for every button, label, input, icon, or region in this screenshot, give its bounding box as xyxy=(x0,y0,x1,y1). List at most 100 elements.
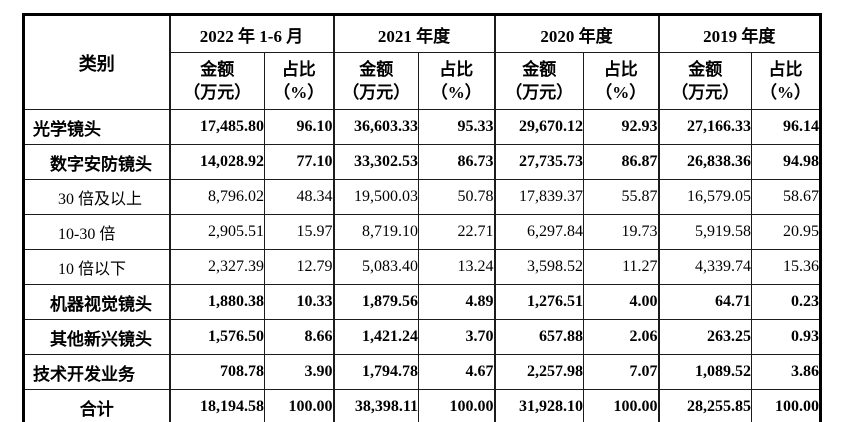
ratio-header-label: 占比 xyxy=(439,60,474,79)
ratio-cell: 19.73 xyxy=(583,214,660,250)
ratio-cell: 12.79 xyxy=(263,249,335,285)
ratio-cell: 11.27 xyxy=(583,249,660,285)
amount-cell: 8,719.10 xyxy=(332,214,420,250)
amount-cell: 2,257.98 xyxy=(493,354,585,390)
ratio-cell: 4.89 xyxy=(418,284,496,320)
amount-cell: 1,880.38 xyxy=(168,284,265,320)
ratio-cell: 100.00 xyxy=(263,389,335,422)
table-row: 10 倍以下 2,327.39 12.79 5,083.40 13.24 3,598.52… xyxy=(23,249,822,285)
ratio-header-label: 占比 xyxy=(281,60,316,79)
ratio-cell: 22.71 xyxy=(418,214,496,250)
amount-cell: 17,839.37 xyxy=(493,179,585,215)
ratio-cell: 0.93 xyxy=(751,319,822,355)
amount-cell: 1,794.78 xyxy=(332,354,420,390)
category-cell: 合计 xyxy=(23,389,170,422)
ratio-cell: 58.67 xyxy=(751,179,822,215)
ratio-cell: 20.95 xyxy=(751,214,822,250)
amount-header-unit: （万元） xyxy=(671,83,740,102)
amount-cell: 263.25 xyxy=(657,319,753,355)
table-row: 10-30 倍 2,905.51 15.97 8,719.10 22.71 6,297.8… xyxy=(23,214,822,250)
amount-cell: 64.71 xyxy=(657,284,753,320)
amount-header-unit: （万元） xyxy=(183,83,252,102)
amount-cell: 1,879.56 xyxy=(332,284,420,320)
ratio-cell: 96.14 xyxy=(751,109,822,145)
category-cell: 技术开发业务 xyxy=(23,354,170,390)
ratio-cell: 15.36 xyxy=(751,249,822,285)
ratio-cell: 13.24 xyxy=(418,249,496,285)
amount-cell: 19,500.03 xyxy=(332,179,420,215)
amount-cell: 27,166.33 xyxy=(657,109,753,145)
header-sub-row: 金额 （万元） 占比 （%） 金额 （万元） 占比 （%） 金额 （万元） xyxy=(24,52,822,110)
table-row: 30 倍及以上 8,796.02 48.34 19,500.03 50.78 17,839… xyxy=(23,179,822,215)
ratio-cell: 86.87 xyxy=(583,144,660,180)
amount-cell: 26,838.36 xyxy=(657,144,753,180)
ratio-header-label: 占比 xyxy=(768,60,803,79)
amount-cell: 8,796.02 xyxy=(168,179,265,215)
ratio-cell: 55.87 xyxy=(583,179,660,215)
amount-header-label: 金额 xyxy=(359,60,394,79)
amount-cell: 6,297.84 xyxy=(493,214,585,250)
amount-cell: 1,089.52 xyxy=(657,354,753,390)
table-row: 光学镜头 17,485.80 96.10 36,603.33 95.33 29,670.1… xyxy=(23,109,822,145)
amount-cell: 27,735.73 xyxy=(493,144,585,180)
category-cell: 10 倍以下 xyxy=(23,249,170,285)
ratio-cell: 8.66 xyxy=(263,319,335,355)
amount-cell: 657.88 xyxy=(493,319,585,355)
ratio-cell: 48.34 xyxy=(263,179,335,215)
amount-cell: 1,421.24 xyxy=(332,319,420,355)
ratio-header-2020: 占比 （%） xyxy=(583,52,660,110)
ratio-cell: 3.90 xyxy=(263,354,335,390)
ratio-cell: 4.67 xyxy=(418,354,496,390)
ratio-cell: 50.78 xyxy=(418,179,496,215)
ratio-cell: 10.33 xyxy=(263,284,335,320)
category-cell: 30 倍及以上 xyxy=(23,179,170,215)
amount-cell: 18,194.58 xyxy=(168,389,265,422)
category-cell: 数字安防镜头 xyxy=(23,144,170,180)
ratio-cell: 77.10 xyxy=(263,144,335,180)
amount-cell: 33,302.53 xyxy=(332,144,420,180)
ratio-cell: 100.00 xyxy=(751,389,822,422)
table-row: 技术开发业务 708.78 3.90 1,794.78 4.67 2,257.98 7.07… xyxy=(23,354,822,390)
ratio-cell: 100.00 xyxy=(583,389,660,422)
col-group-2021: 2021 年度 xyxy=(332,14,496,53)
ratio-cell: 3.86 xyxy=(751,354,822,390)
ratio-header-unit: （%） xyxy=(595,83,647,102)
amount-cell: 2,327.39 xyxy=(168,249,265,285)
amount-header-2019: 金额 （万元） xyxy=(657,52,753,110)
amount-header-label: 金额 xyxy=(522,60,557,79)
ratio-cell: 4.00 xyxy=(583,284,660,320)
ratio-cell: 0.23 xyxy=(751,284,822,320)
ratio-header-unit: （%） xyxy=(430,83,482,102)
ratio-header-2022h1: 占比 （%） xyxy=(263,52,335,110)
amount-header-label: 金额 xyxy=(200,60,235,79)
ratio-cell: 86.73 xyxy=(418,144,496,180)
ratio-header-unit: （%） xyxy=(760,83,812,102)
amount-cell: 3,598.52 xyxy=(493,249,585,285)
amount-cell: 5,919.58 xyxy=(657,214,753,250)
category-cell: 其他新兴镜头 xyxy=(23,319,170,355)
table-row: 数字安防镜头 14,028.92 77.10 33,302.53 86.73 27,735… xyxy=(23,144,822,180)
ratio-cell: 7.07 xyxy=(583,354,660,390)
header-group-row: 类别 2022 年 1-6 月 2021 年度 2020 年度 2019 年度 xyxy=(23,14,822,110)
ratio-cell: 95.33 xyxy=(418,109,496,145)
ratio-cell: 96.10 xyxy=(263,109,335,145)
amount-cell: 36,603.33 xyxy=(332,109,420,145)
amount-cell: 16,579.05 xyxy=(657,179,753,215)
amount-cell: 708.78 xyxy=(168,354,265,390)
table-row: 合计 18,194.58 100.00 38,398.11 100.00 31,928.1… xyxy=(23,389,822,422)
category-cell: 光学镜头 xyxy=(23,109,170,145)
ratio-cell: 3.70 xyxy=(418,319,496,355)
amount-cell: 14,028.92 xyxy=(168,144,265,180)
ratio-cell: 92.93 xyxy=(583,109,660,145)
category-cell: 10-30 倍 xyxy=(23,214,170,250)
amount-cell: 31,928.10 xyxy=(493,389,585,422)
revenue-breakdown-table: 类别 2022 年 1-6 月 2021 年度 2020 年度 2019 年度 … xyxy=(22,13,823,422)
amount-cell: 5,083.40 xyxy=(332,249,420,285)
amount-cell: 1,276.51 xyxy=(493,284,585,320)
ratio-header-2019: 占比 （%） xyxy=(751,52,822,110)
amount-header-2021: 金额 （万元） xyxy=(332,52,420,110)
category-header: 类别 xyxy=(23,14,171,110)
ratio-cell: 2.06 xyxy=(583,319,660,355)
ratio-cell: 15.97 xyxy=(263,214,335,250)
